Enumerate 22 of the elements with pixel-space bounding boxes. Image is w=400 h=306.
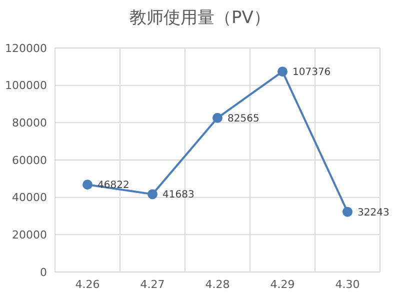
data-label: 107376 [292, 67, 331, 78]
x-tick-label: 4.29 [270, 278, 295, 291]
y-tick-label: 100000 [5, 79, 47, 92]
x-tick-label: 4.27 [140, 278, 165, 291]
data-label: 32243 [358, 207, 390, 218]
y-tick-label: 0 [40, 266, 47, 279]
point [342, 206, 352, 217]
data-label: 41683 [162, 190, 194, 201]
y-tick-label: 40000 [12, 191, 47, 204]
chart-title: 教师使用量（PV） [128, 7, 272, 29]
point [82, 180, 92, 190]
x-tick-label: 4.30 [335, 278, 360, 291]
y-tick-label: 20000 [12, 228, 47, 242]
data-label: 82565 [228, 113, 260, 124]
y-tick-label: 80000 [12, 116, 47, 130]
x-tick-label: 4.26 [75, 278, 100, 291]
y-tick-label: 60000 [12, 154, 47, 167]
point [212, 112, 222, 123]
point [148, 189, 158, 200]
x-tick-label: 4.28 [205, 278, 230, 291]
point [278, 66, 288, 77]
y-tick-label: 120000 [5, 42, 47, 55]
